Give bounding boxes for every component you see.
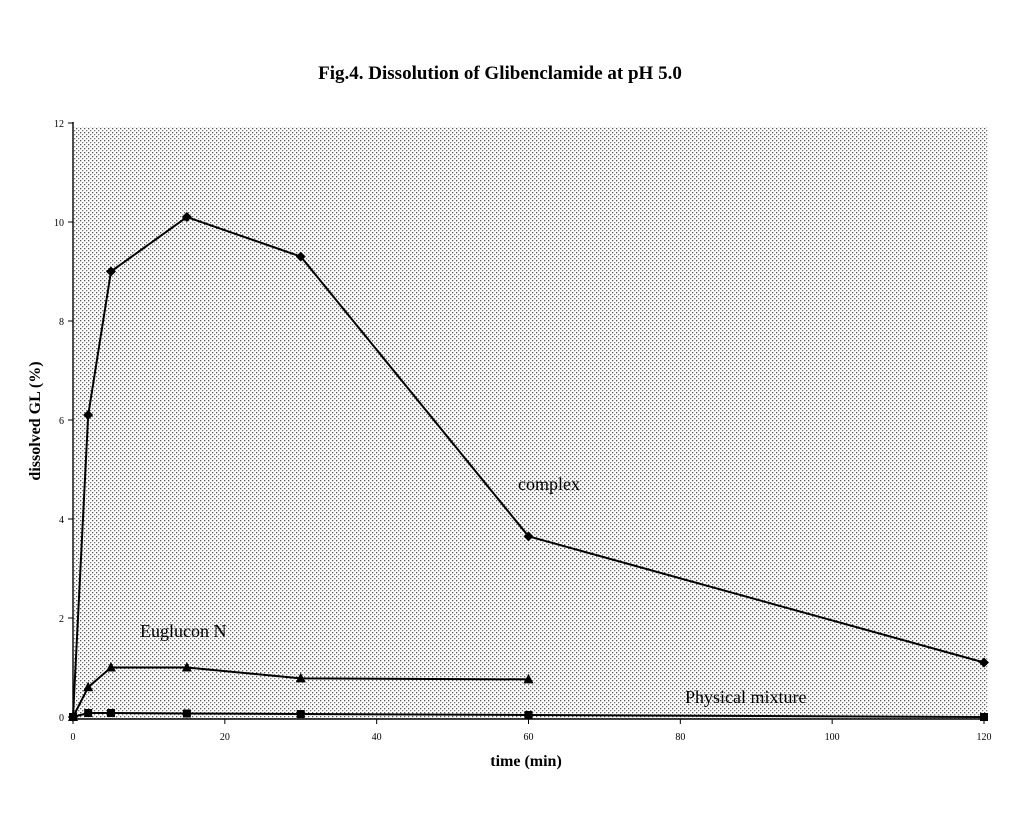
y-tick-label: 6 (59, 416, 64, 427)
y-tick-label: 8 (59, 317, 64, 328)
x-tick-label: 20 (220, 732, 230, 743)
series-label-complex: complex (518, 474, 580, 494)
y-tick-label: 4 (59, 515, 64, 526)
data-point-euglucon-n (523, 673, 534, 684)
data-point-complex (979, 657, 989, 668)
data-point-euglucon-n (105, 662, 116, 672)
data-point-euglucon-n (83, 681, 94, 692)
data-point-complex (83, 410, 94, 421)
data-point-complex (295, 251, 306, 262)
data-point-complex (523, 531, 534, 542)
data-point-complex (181, 212, 192, 223)
data-point-physical-mixture (84, 709, 93, 718)
series-label-physical-mixture: Physical mixture (685, 687, 806, 707)
x-tick-label: 80 (675, 732, 685, 743)
y-tick-label: 2 (59, 614, 64, 625)
x-tick-label: 60 (524, 732, 534, 743)
y-tick-label: 12 (54, 119, 64, 130)
series-markers (68, 212, 989, 722)
x-tick-label: 100 (825, 732, 840, 743)
series-label-euglucon: Euglucon N (140, 621, 226, 641)
data-point-physical-mixture (106, 709, 115, 718)
y-tick-label: 0 (59, 713, 64, 724)
y-axis-title: dissolved GL (%) (27, 361, 44, 480)
x-axis-title: time (min) (490, 753, 562, 770)
series-line-euglucon-n (72, 666, 529, 718)
data-point-euglucon-n (295, 672, 306, 683)
data-point-physical-mixture (69, 713, 77, 721)
data-point-physical-mixture (524, 711, 533, 720)
data-point-physical-mixture (980, 713, 988, 721)
data-point-euglucon-n (181, 662, 192, 672)
x-tick-label: 120 (977, 732, 992, 743)
data-point-complex (105, 266, 116, 277)
chart-title: Fig.4. Dissolution of Glibenclamide at p… (318, 63, 682, 84)
x-tick-label: 40 (372, 732, 382, 743)
data-point-physical-mixture (296, 710, 305, 719)
data-point-physical-mixture (182, 709, 191, 718)
ticks: 0 20 40 60 80 100 120 0 2 4 6 8 10 12 (54, 119, 992, 743)
x-tick-label: 0 (71, 732, 76, 743)
y-tick-label: 10 (54, 218, 64, 229)
